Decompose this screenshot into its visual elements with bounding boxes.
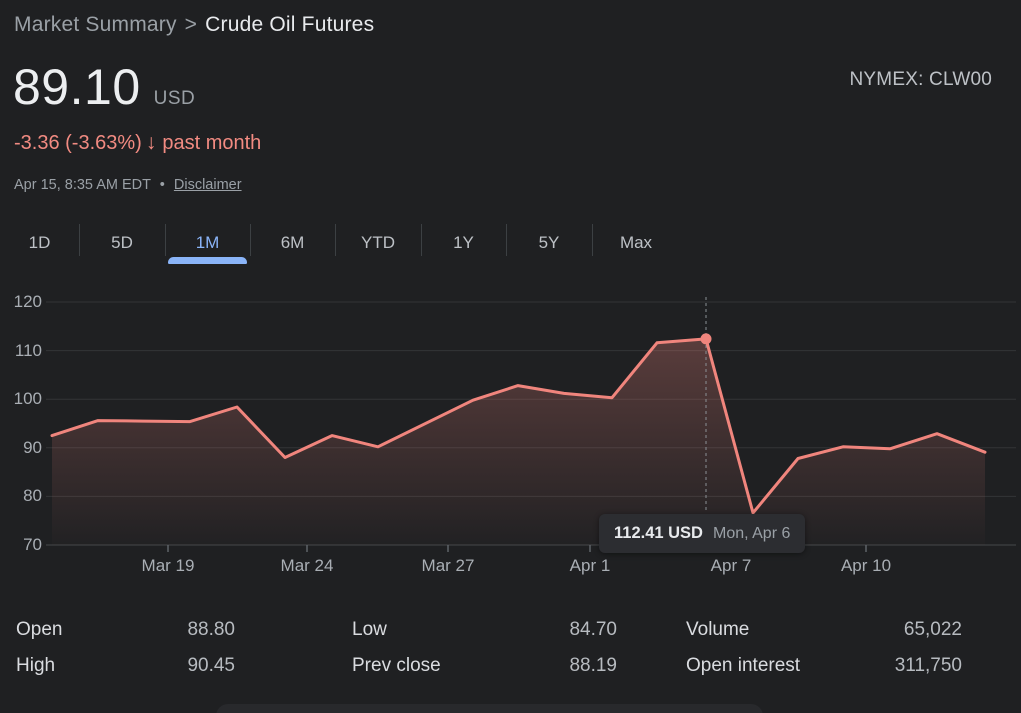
tooltip-price: 112.41 USD bbox=[614, 524, 703, 542]
disclaimer-link[interactable]: Disclaimer bbox=[173, 177, 242, 193]
stats-column-0: Open 88.80 High 90.45 bbox=[16, 612, 235, 684]
x-axis-label: Mar 24 bbox=[280, 556, 334, 575]
stat-row: Volume 65,022 bbox=[686, 612, 962, 648]
tab-label: 5Y bbox=[538, 233, 560, 252]
down-arrow-icon: ↓ bbox=[145, 131, 157, 154]
stat-label: High bbox=[16, 655, 56, 676]
tab-label: 1M bbox=[195, 233, 220, 252]
stats-column-1: Low 84.70 Prev close 88.19 bbox=[352, 612, 617, 684]
timestamp: Apr 15, 8:35 AM EDT bbox=[14, 177, 151, 193]
stat-value: 90.45 bbox=[187, 655, 235, 676]
dot-separator: • bbox=[159, 177, 165, 193]
page-title: Crude Oil Futures bbox=[205, 13, 375, 36]
tab-ytd[interactable]: YTD bbox=[335, 222, 421, 264]
x-axis-label: Apr 7 bbox=[710, 556, 752, 575]
y-axis-label: 110 bbox=[14, 340, 42, 360]
x-axis-label: Mar 27 bbox=[421, 556, 475, 575]
tab-max[interactable]: Max bbox=[592, 222, 680, 264]
stat-row: High 90.45 bbox=[16, 648, 235, 684]
stat-label: Open interest bbox=[686, 655, 801, 676]
x-axis-label: Mar 19 bbox=[141, 556, 195, 575]
timestamp-row: Apr 15, 8:35 AM EDT • Disclaimer bbox=[14, 177, 242, 193]
currency-label: USD bbox=[153, 88, 196, 109]
tab-6m[interactable]: 6M bbox=[250, 222, 335, 264]
y-axis-label: 100 bbox=[13, 389, 42, 409]
stats-column-2: Volume 65,022 Open interest 311,750 bbox=[686, 612, 962, 684]
active-tab-underline bbox=[168, 257, 247, 264]
stat-label: Prev close bbox=[352, 655, 441, 676]
breadcrumb-market-summary-link[interactable]: Market Summary bbox=[14, 13, 177, 36]
tab-5y[interactable]: 5Y bbox=[506, 222, 592, 264]
tab-label: Max bbox=[619, 233, 653, 252]
stat-value: 88.19 bbox=[569, 655, 617, 676]
tab-1y[interactable]: 1Y bbox=[421, 222, 506, 264]
tab-1d[interactable]: 1D bbox=[0, 222, 79, 264]
stat-label: Open bbox=[16, 619, 63, 640]
y-axis-label: 80 bbox=[23, 486, 42, 506]
tab-label: YTD bbox=[361, 233, 395, 252]
breadcrumb-separator: > bbox=[184, 13, 198, 36]
range-tabs: 1D 5D 1M 6M YTD 1Y 5Y Max bbox=[0, 222, 680, 264]
chart-tooltip: 112.41 USD Mon, Apr 6 bbox=[599, 514, 806, 553]
x-axis-label: Apr 10 bbox=[840, 556, 892, 575]
stat-row: Low 84.70 bbox=[352, 612, 617, 648]
stat-row: Prev close 88.19 bbox=[352, 648, 617, 684]
y-axis-label: 90 bbox=[23, 437, 42, 457]
stat-value: 84.70 bbox=[569, 619, 617, 640]
stat-value: 65,022 bbox=[903, 619, 962, 640]
stat-label: Low bbox=[352, 619, 387, 640]
price-row: 89.10 USD bbox=[13, 58, 195, 116]
highlighted-data-point bbox=[700, 333, 712, 345]
y-axis-label: 120 bbox=[13, 292, 42, 311]
tooltip-date: Mon, Apr 6 bbox=[712, 524, 791, 542]
change-amount: -3.36 (-3.63%) bbox=[14, 131, 142, 154]
y-axis-label: 70 bbox=[23, 535, 42, 554]
stat-row: Open interest 311,750 bbox=[686, 648, 962, 684]
current-price: 89.10 bbox=[13, 59, 141, 115]
exchange-symbol: NYMEX: CLW00 bbox=[849, 69, 992, 90]
price-change: -3.36 (-3.63%) ↓ past month bbox=[14, 131, 261, 155]
stat-value: 88.80 bbox=[187, 619, 235, 640]
tab-label: 1D bbox=[28, 233, 51, 252]
tab-label: 1Y bbox=[453, 233, 474, 252]
tab-1m[interactable]: 1M bbox=[165, 222, 250, 264]
stat-row: Open 88.80 bbox=[16, 612, 235, 648]
tab-5d[interactable]: 5D bbox=[79, 222, 165, 264]
next-card-peek bbox=[216, 704, 763, 713]
change-period: past month bbox=[162, 131, 262, 154]
stat-value: 311,750 bbox=[894, 655, 962, 676]
tab-label: 6M bbox=[280, 233, 305, 252]
x-axis-label: Apr 1 bbox=[569, 556, 611, 575]
stat-label: Volume bbox=[686, 619, 750, 640]
breadcrumb: Market Summary > Crude Oil Futures bbox=[14, 13, 374, 37]
tab-label: 5D bbox=[111, 233, 133, 252]
